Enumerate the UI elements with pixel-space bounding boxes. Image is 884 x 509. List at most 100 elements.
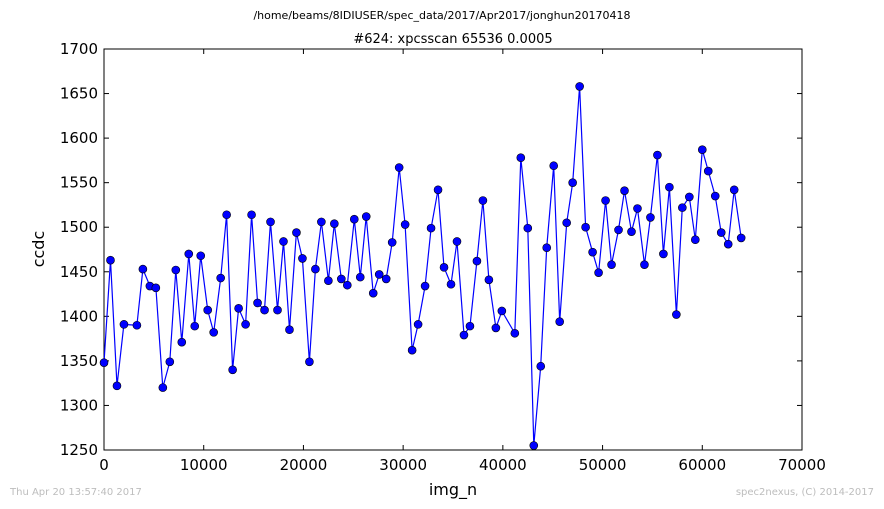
y-tick-label: 1400: [60, 307, 98, 325]
data-point: [203, 305, 213, 315]
data-point: [497, 306, 507, 316]
data-point: [542, 243, 552, 253]
data-point: [607, 260, 616, 269]
data-point: [710, 191, 720, 201]
data-point: [190, 321, 200, 331]
data-point: [665, 182, 674, 192]
y-axis-label: ccdc: [29, 231, 48, 268]
data-point: [165, 357, 175, 367]
data-point: [151, 283, 161, 293]
x-tick-label: 0: [99, 456, 109, 474]
y-tick-label: 1650: [60, 85, 98, 103]
data-point: [337, 274, 346, 284]
x-tick-label: 60000: [678, 456, 726, 474]
x-tick-label: 30000: [379, 456, 427, 474]
y-tick-label: 1450: [60, 263, 98, 281]
data-point: [736, 233, 746, 243]
data-point: [247, 210, 256, 220]
x-tick-label: 50000: [579, 456, 627, 474]
data-point: [330, 219, 339, 228]
data-point: [368, 288, 378, 298]
data-point: [516, 153, 526, 163]
data-point: [394, 163, 404, 172]
data-point: [614, 225, 623, 235]
data-point: [433, 185, 443, 195]
data-point: [536, 361, 546, 371]
data-point: [222, 210, 231, 220]
data-point: [196, 251, 206, 261]
data-point: [119, 320, 129, 329]
data-point: [112, 381, 122, 391]
data-point: [426, 223, 436, 233]
x-axis-label: img_n: [429, 480, 477, 500]
data-point: [266, 217, 275, 227]
data-point: [253, 298, 262, 308]
data-point: [158, 383, 168, 392]
file-path-title: /home/beams/8IDIUSER/spec_data/2017/Apr2…: [253, 9, 631, 22]
data-point: [298, 254, 307, 263]
data-point: [343, 280, 352, 290]
y-tick-label: 1250: [60, 441, 98, 459]
data-point: [562, 218, 571, 228]
data-point: [106, 255, 115, 265]
timestamp-footer: Thu Apr 20 13:57:40 2017: [10, 487, 142, 498]
data-point: [653, 150, 662, 160]
y-tick-label: 1550: [60, 174, 98, 192]
data-point: [420, 281, 430, 291]
data-point: [305, 357, 314, 367]
data-point: [588, 247, 597, 257]
data-point: [640, 260, 649, 269]
data-point: [413, 320, 423, 329]
data-point: [529, 441, 539, 450]
data-point: [400, 220, 410, 229]
data-point: [697, 145, 707, 154]
data-point: [678, 203, 687, 212]
data-point: [601, 196, 610, 205]
data-point: [478, 196, 488, 205]
data-point: [292, 228, 301, 237]
data-point: [568, 178, 577, 187]
data-point: [581, 222, 590, 232]
data-point: [555, 317, 564, 326]
x-tick-label: 70000: [778, 456, 826, 474]
data-point: [465, 321, 475, 331]
data-point: [324, 276, 333, 285]
data-point: [446, 279, 456, 289]
data-point: [285, 325, 294, 335]
data-point: [273, 305, 282, 315]
data-point: [381, 274, 391, 284]
x-tick-label: 40000: [479, 456, 527, 474]
data-point: [549, 161, 559, 171]
data-point: [355, 272, 365, 282]
credit-footer: spec2nexus, (C) 2014-2017: [735, 487, 874, 498]
data-point: [685, 192, 694, 202]
data-point: [349, 214, 359, 224]
data-point: [575, 82, 584, 91]
data-point: [633, 204, 642, 213]
data-point: [216, 273, 225, 283]
data-point: [594, 268, 603, 277]
y-tick-label: 1350: [60, 352, 98, 370]
plot-frame: [103, 48, 803, 451]
data-point: [234, 304, 243, 313]
data-point: [659, 249, 668, 259]
data-point: [691, 235, 700, 244]
data-point: [716, 228, 726, 237]
data-point: [228, 365, 237, 375]
y-tick-label: 1300: [60, 396, 98, 414]
data-point: [491, 323, 501, 333]
data-point: [387, 238, 397, 247]
x-tick-label: 10000: [180, 456, 228, 474]
data-point: [99, 358, 109, 367]
data-point: [703, 166, 713, 176]
data-point: [439, 263, 449, 272]
data-point: [311, 264, 320, 274]
data-point: [209, 328, 218, 337]
data-point: [361, 212, 371, 221]
data-point: [184, 249, 194, 259]
data-point: [374, 270, 384, 279]
data-point: [723, 239, 733, 249]
data-point: [317, 217, 326, 227]
data-point: [171, 265, 181, 275]
